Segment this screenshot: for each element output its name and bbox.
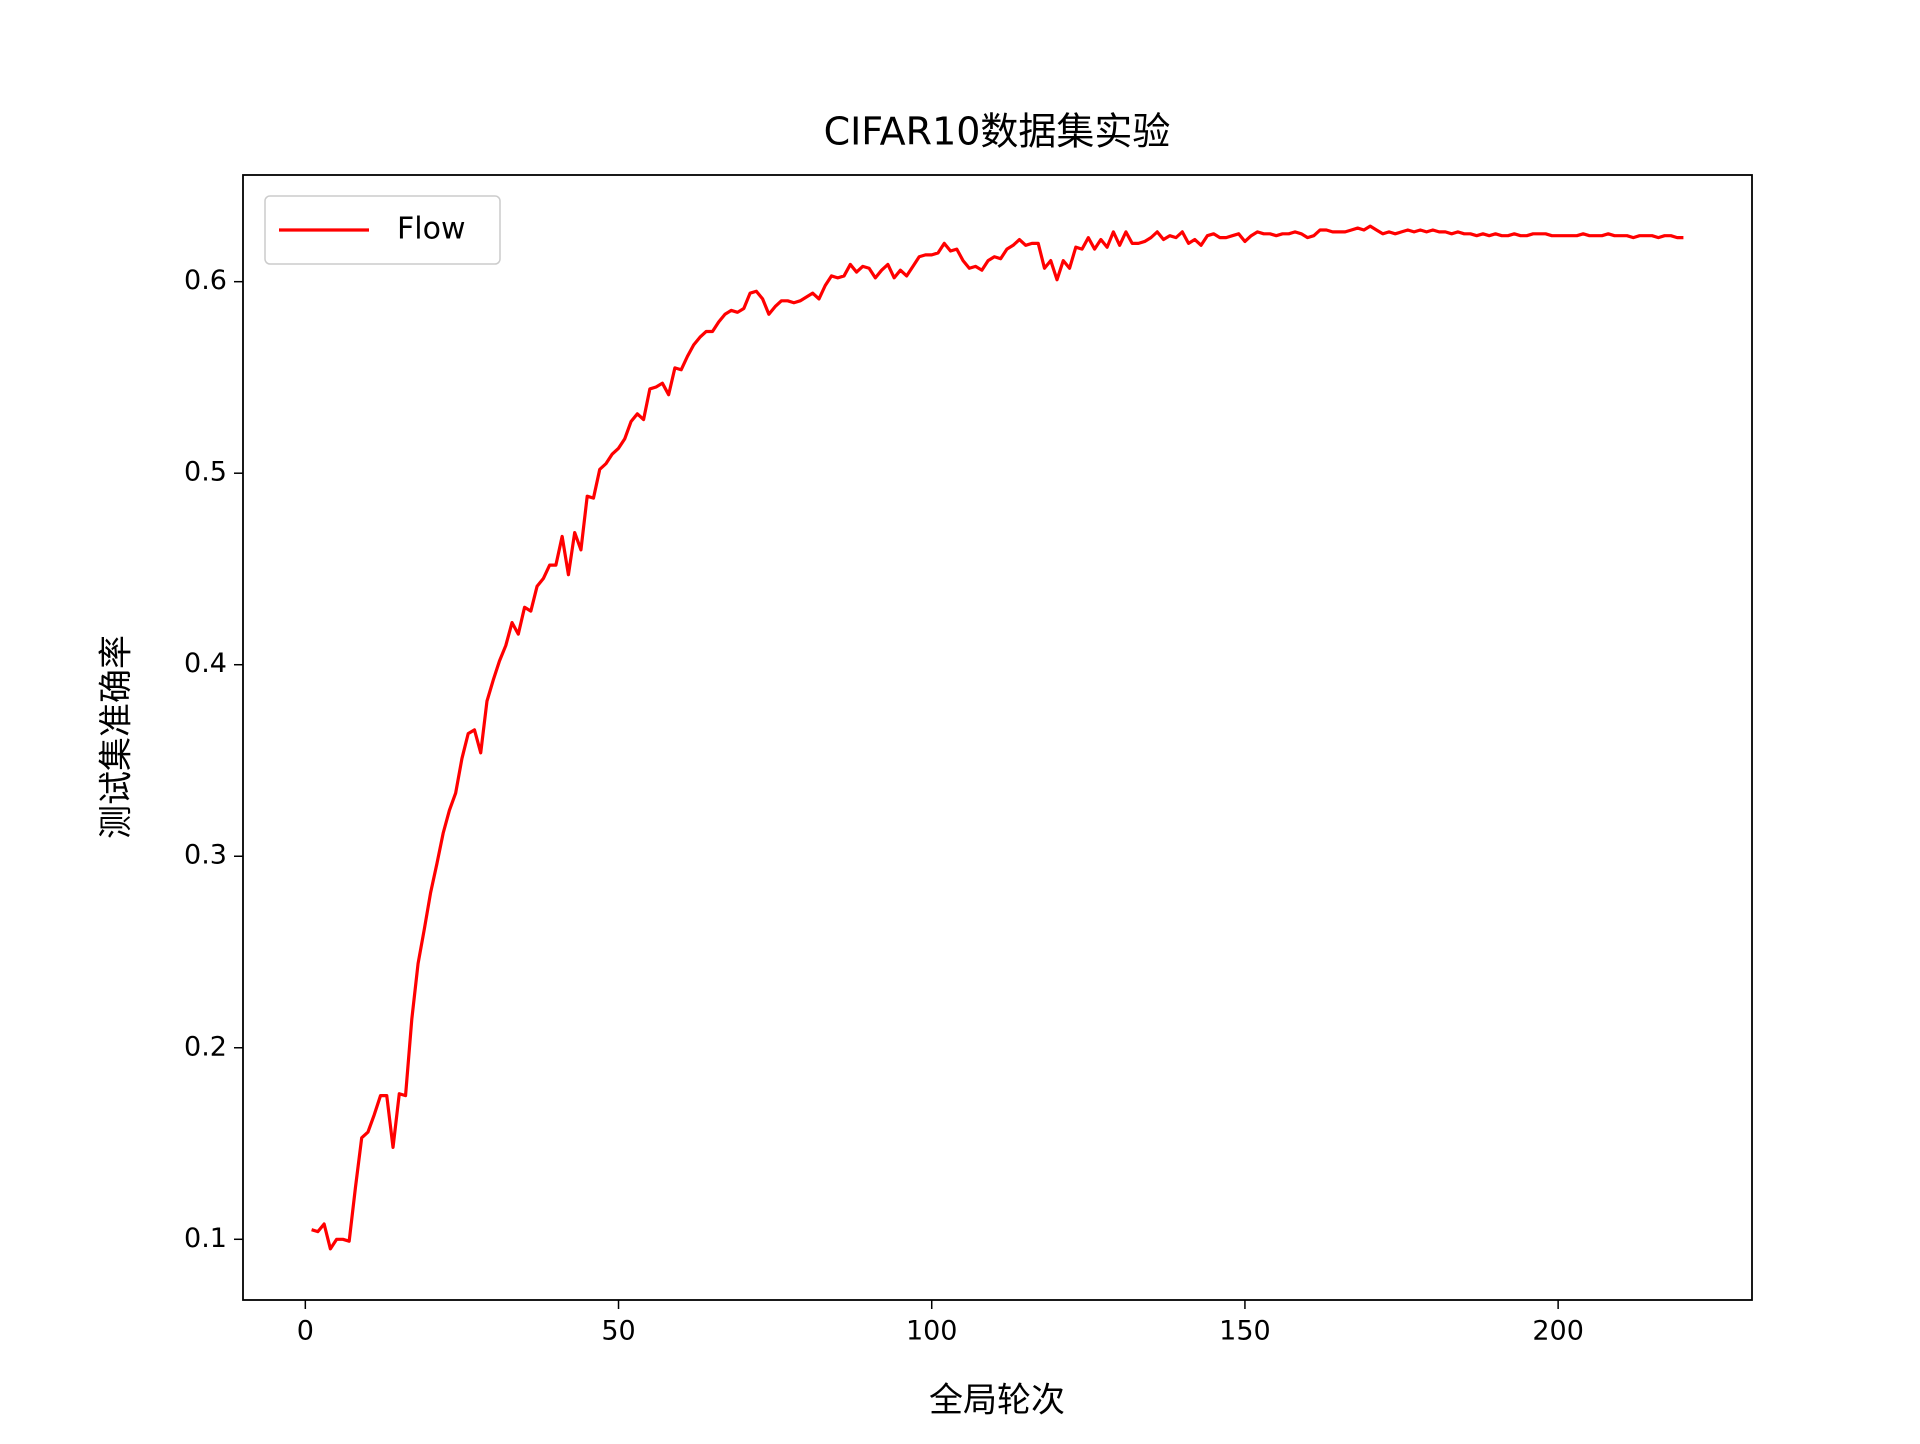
plot-frame (242, 174, 1753, 1301)
x-tick-label: 50 (601, 1316, 635, 1347)
legend-box (264, 195, 501, 265)
x-axis-label: 全局轮次 (929, 1381, 1065, 1421)
y-tick-label: 0.5 (184, 457, 227, 488)
x-tick-label: 150 (1219, 1316, 1271, 1347)
x-tick-label: 0 (297, 1316, 314, 1347)
data-line (311, 224, 1684, 1251)
x-tick-label: 200 (1532, 1316, 1584, 1347)
y-tick-label: 0.4 (184, 648, 227, 679)
y-axis-label: 测试集准确率 (97, 635, 137, 839)
y-tick-label: 0.6 (184, 265, 227, 296)
y-tick-label: 0.3 (184, 840, 227, 871)
chart-title: CIFAR10数据集实验 (824, 110, 1171, 154)
y-tick-label: 0.1 (184, 1223, 227, 1254)
y-tick-label: 0.2 (184, 1031, 227, 1062)
x-tick-label: 100 (906, 1316, 958, 1347)
legend-label: Flow (397, 212, 465, 247)
